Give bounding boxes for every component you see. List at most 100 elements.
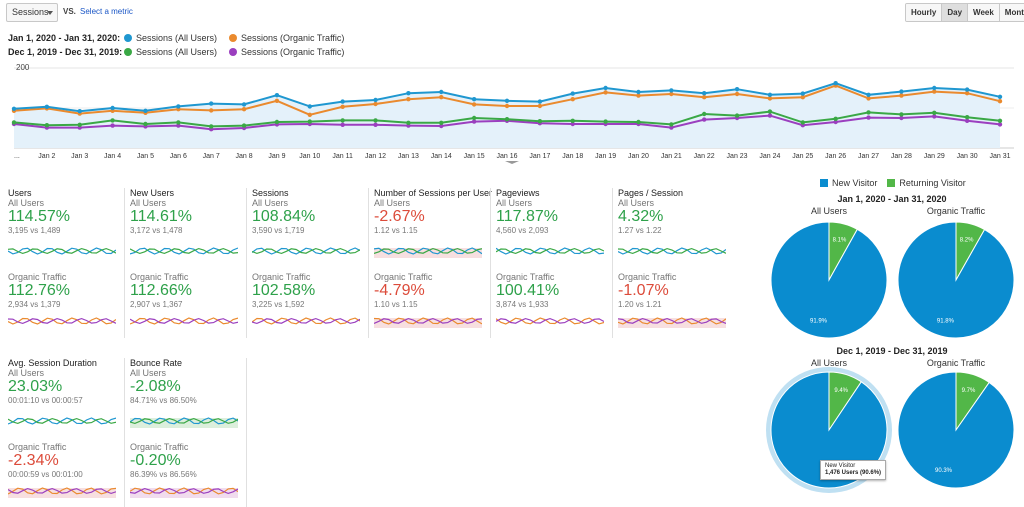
metric-dropdown[interactable]: Sessions [6, 3, 58, 22]
pie-slice-new[interactable] [897, 371, 1015, 489]
data-point[interactable] [702, 111, 707, 117]
data-point[interactable] [964, 118, 970, 123]
data-point[interactable] [932, 110, 937, 115]
data-point[interactable] [570, 121, 575, 127]
data-point[interactable] [866, 96, 871, 101]
pie-slice-new[interactable] [770, 221, 888, 339]
data-point[interactable] [767, 92, 773, 97]
data-point[interactable] [932, 85, 937, 91]
data-point[interactable] [964, 87, 970, 92]
data-point[interactable] [373, 122, 378, 127]
data-point[interactable] [274, 98, 280, 103]
data-point[interactable] [373, 97, 378, 103]
data-point[interactable] [176, 104, 181, 109]
data-point[interactable] [800, 91, 805, 96]
data-point[interactable] [471, 115, 477, 121]
metric-card[interactable]: Number of Sessions per User All Users -2.6… [374, 188, 492, 338]
data-point[interactable] [866, 110, 871, 115]
data-point[interactable] [537, 99, 543, 104]
sessions-line-chart[interactable]: 200... Jan 2 Jan 3 Jan 4 Jan 5 Jan 6 Jan 7 Jan … [0, 62, 1024, 164]
data-point[interactable] [866, 115, 871, 120]
data-point[interactable] [143, 108, 148, 113]
data-point[interactable] [439, 123, 444, 129]
data-point[interactable] [833, 81, 838, 86]
data-point[interactable] [11, 120, 17, 125]
data-point[interactable] [636, 93, 641, 98]
metric-card[interactable]: New Users All Users 114.61% 3,172 vs 1,478 O… [130, 188, 242, 338]
data-point[interactable] [340, 104, 345, 109]
data-point[interactable] [833, 119, 838, 125]
data-point[interactable] [471, 102, 477, 107]
data-point[interactable] [307, 104, 312, 109]
data-point[interactable] [669, 125, 674, 130]
data-point[interactable] [899, 89, 904, 94]
data-point[interactable] [537, 103, 543, 109]
data-point[interactable] [997, 122, 1003, 127]
legend-item[interactable]: Sessions (All Users) [124, 47, 217, 57]
data-point[interactable] [307, 112, 312, 117]
pie-chart[interactable]: 8.2% 91.8% [891, 215, 1021, 345]
legend-item[interactable]: Sessions (All Users) [124, 33, 217, 43]
data-point[interactable] [406, 97, 411, 102]
data-point[interactable] [143, 121, 148, 127]
data-point[interactable] [899, 115, 904, 121]
data-point[interactable] [702, 95, 707, 100]
data-point[interactable] [504, 117, 510, 122]
metric-card[interactable]: Pages / Session All Users 4.32% 1.27 vs 1.2… [618, 188, 730, 338]
metric-card[interactable]: Bounce Rate All Users -2.08% 84.71% vs 86.5… [130, 358, 242, 507]
data-point[interactable] [77, 122, 82, 127]
data-point[interactable] [997, 118, 1003, 123]
legend-item[interactable]: Sessions (Organic Traffic) [229, 47, 344, 57]
collapse-handle-icon[interactable] [505, 161, 519, 164]
data-point[interactable] [997, 94, 1003, 99]
data-point[interactable] [274, 119, 280, 125]
data-point[interactable] [373, 101, 378, 107]
data-point[interactable] [767, 96, 773, 101]
data-point[interactable] [176, 123, 181, 128]
data-point[interactable] [636, 89, 641, 95]
data-point[interactable] [702, 91, 707, 96]
data-point[interactable] [734, 87, 740, 92]
data-point[interactable] [866, 92, 871, 97]
data-point[interactable] [110, 123, 115, 128]
data-point[interactable] [274, 93, 280, 98]
data-point[interactable] [669, 122, 674, 127]
data-point[interactable] [570, 118, 575, 123]
data-point[interactable] [932, 89, 937, 94]
data-point[interactable] [636, 119, 641, 125]
data-point[interactable] [44, 123, 50, 128]
data-point[interactable] [833, 116, 838, 121]
data-point[interactable] [340, 118, 345, 123]
data-point[interactable] [669, 88, 674, 93]
data-point[interactable] [669, 91, 674, 97]
data-point[interactable] [570, 91, 575, 96]
metric-card[interactable]: Avg. Session Duration All Users 23.03% 00:0… [8, 358, 120, 507]
tab-hourly[interactable]: Hourly [906, 4, 943, 21]
data-point[interactable] [734, 113, 740, 118]
pie-chart[interactable]: 9.7% 90.3% [891, 365, 1021, 495]
data-point[interactable] [800, 120, 805, 125]
data-point[interactable] [209, 108, 214, 113]
data-point[interactable] [964, 91, 970, 96]
data-point[interactable] [603, 90, 608, 95]
data-point[interactable] [997, 99, 1003, 104]
data-point[interactable] [439, 95, 444, 100]
pie-chart[interactable]: 9.4% [764, 365, 894, 495]
data-point[interactable] [899, 93, 904, 98]
metric-card[interactable]: Sessions All Users 108.84% 3,590 vs 1,719 Or… [252, 188, 364, 338]
data-point[interactable] [603, 119, 608, 124]
data-point[interactable] [44, 104, 50, 109]
pie-chart[interactable]: 8.1% 91.9% [764, 215, 894, 345]
data-point[interactable] [373, 118, 378, 123]
data-point[interactable] [209, 101, 214, 106]
tab-week[interactable]: Week [968, 4, 1000, 21]
pie-slice-new[interactable] [897, 221, 1015, 339]
data-point[interactable] [767, 113, 773, 118]
data-point[interactable] [307, 119, 312, 124]
data-point[interactable] [340, 99, 345, 104]
data-point[interactable] [471, 97, 477, 102]
metric-card[interactable]: Users All Users 114.57% 3,195 vs 1,489 Organ… [8, 188, 120, 338]
data-point[interactable] [504, 103, 510, 109]
data-point[interactable] [209, 124, 214, 129]
data-point[interactable] [899, 112, 904, 117]
